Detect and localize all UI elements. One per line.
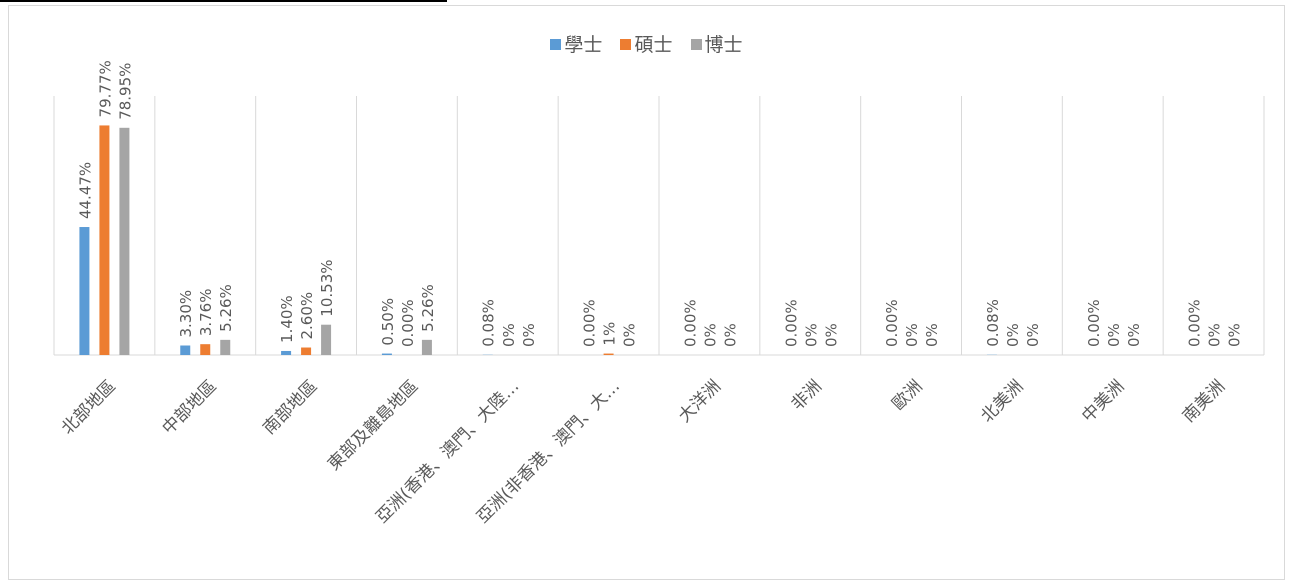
data-label: 0% [1024, 323, 1042, 347]
data-label: 0% [1125, 323, 1143, 347]
data-label: 3.30% [177, 290, 195, 338]
data-label: 0.00% [681, 299, 699, 347]
legend-label-doctor: 博士 [704, 34, 743, 56]
data-label: 0% [500, 323, 518, 347]
bar [79, 227, 90, 355]
data-label: 10.53% [318, 259, 336, 316]
data-label: 0% [621, 323, 639, 347]
bar [421, 339, 432, 355]
bar [381, 353, 392, 355]
data-label: 0.00% [1085, 299, 1103, 347]
legend-item-master: 碩士 [620, 30, 673, 57]
data-label: 0.50% [379, 298, 397, 346]
data-label: 78.95% [116, 63, 134, 120]
category-label: 中部地區 [159, 376, 221, 438]
legend-swatch-master [620, 39, 632, 50]
bar [321, 324, 332, 355]
data-label: 0% [1105, 323, 1123, 347]
data-label: 79.77% [96, 60, 114, 117]
top-rule [0, 0, 447, 2]
data-label: 0.08% [984, 299, 1002, 347]
category-label: 北部地區 [58, 376, 120, 438]
data-label: 2.60% [298, 292, 316, 340]
data-label: 0.00% [782, 299, 800, 347]
category-label: 北美洲 [977, 376, 1027, 426]
legend-swatch-bachelor [550, 39, 562, 50]
data-label: 0.08% [480, 299, 498, 347]
bar [220, 339, 231, 355]
data-label: 5.26% [419, 284, 437, 332]
legend-label-master: 碩士 [634, 34, 673, 56]
bar [200, 344, 211, 355]
bar [99, 125, 110, 355]
data-label: 44.47% [76, 162, 94, 219]
data-label: 0% [822, 323, 840, 347]
bar [119, 127, 130, 356]
category-label: 南美洲 [1179, 376, 1229, 426]
category-label: 中美洲 [1078, 376, 1128, 426]
data-label: 0% [1226, 323, 1244, 347]
bar [301, 347, 312, 355]
data-label: 0% [701, 323, 719, 347]
legend-label-bachelor: 學士 [564, 34, 603, 56]
data-label: 1.40% [278, 295, 296, 343]
category-label: 南部地區 [259, 376, 321, 438]
bar [281, 350, 292, 355]
data-label: 0.00% [1186, 299, 1204, 347]
category-label: 東部及離島地區 [324, 376, 422, 474]
data-label: 0% [903, 323, 921, 347]
data-label: 0% [520, 323, 538, 347]
bar [180, 345, 191, 355]
bar [603, 353, 614, 355]
legend-item-doctor: 博士 [690, 30, 743, 57]
data-label: 0% [721, 323, 739, 347]
data-label: 0.00% [399, 299, 417, 347]
data-label: 3.76% [197, 289, 215, 337]
chart-frame [8, 5, 1285, 580]
data-label: 0% [802, 323, 820, 347]
chart-legend: 學士 碩士 博士 [0, 30, 1293, 57]
legend-swatch-doctor [690, 39, 702, 50]
data-label: 0% [1206, 323, 1224, 347]
data-label: 0% [1004, 323, 1022, 347]
legend-item-bachelor: 學士 [550, 30, 602, 57]
data-label: 1% [601, 322, 619, 346]
data-label: 5.26% [217, 284, 235, 332]
category-label: 非洲 [788, 376, 826, 414]
data-label: 0.00% [581, 299, 599, 347]
category-label: 大洋洲 [675, 376, 725, 426]
data-label: 0% [923, 323, 941, 347]
category-label: 歐洲 [888, 376, 926, 414]
data-label: 0.00% [883, 299, 901, 347]
